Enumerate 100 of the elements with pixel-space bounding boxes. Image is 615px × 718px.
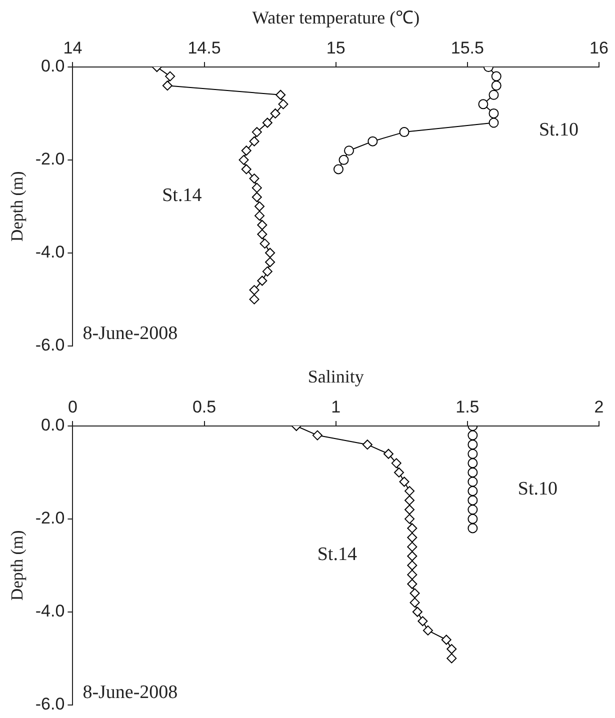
point xyxy=(394,467,404,478)
point xyxy=(407,551,418,562)
point xyxy=(446,653,457,664)
point xyxy=(404,514,415,524)
point xyxy=(249,294,260,304)
point xyxy=(491,80,502,91)
point xyxy=(249,285,260,296)
point xyxy=(257,220,268,230)
x-tick-label: 0 xyxy=(68,397,78,416)
point xyxy=(262,118,272,128)
text: St.10 xyxy=(538,120,579,141)
point xyxy=(468,458,478,468)
x-tick-label: 14.5 xyxy=(188,38,221,58)
point xyxy=(333,164,344,174)
point xyxy=(491,71,502,82)
annotation: 8-June-2008 xyxy=(82,322,178,344)
point xyxy=(418,616,428,626)
text: St.14 xyxy=(162,184,202,206)
point xyxy=(278,99,288,110)
point xyxy=(249,174,260,184)
text: St.10 xyxy=(518,478,558,500)
point xyxy=(468,476,478,487)
x-tick-label: 1 xyxy=(331,397,341,416)
y-axis-title: Depth (m) xyxy=(8,171,27,242)
point xyxy=(468,514,478,524)
point xyxy=(468,523,478,534)
point xyxy=(412,606,422,617)
point xyxy=(312,430,322,440)
point xyxy=(241,164,252,174)
point xyxy=(407,542,418,552)
x-tick-label: 2 xyxy=(594,397,604,416)
point xyxy=(468,486,478,496)
x-tick-label: 15 xyxy=(326,38,346,58)
y-tick-label: -4.0 xyxy=(35,602,65,621)
x-tick-label: 0.5 xyxy=(192,397,216,416)
point xyxy=(399,476,410,487)
point xyxy=(260,238,270,249)
y-tick-label: -6.0 xyxy=(35,694,65,714)
point xyxy=(257,276,268,286)
point xyxy=(404,495,415,506)
point xyxy=(252,127,262,138)
point xyxy=(407,570,418,580)
point xyxy=(362,440,372,450)
point xyxy=(446,644,457,654)
point xyxy=(391,458,402,468)
y-tick-label: -2.0 xyxy=(35,508,65,528)
x-tick-label: 16 xyxy=(590,38,608,58)
x-tick-label: 14 xyxy=(63,38,82,58)
x-axis-title: Salinity xyxy=(308,366,364,387)
annotation: 8-June-2008 xyxy=(82,682,178,703)
point xyxy=(262,266,272,276)
y-axis-title: Depth (m) xyxy=(8,530,27,601)
point xyxy=(488,108,499,118)
point xyxy=(441,634,452,645)
text: St.14 xyxy=(317,544,358,565)
point xyxy=(162,80,172,91)
point xyxy=(252,192,262,202)
point xyxy=(265,257,276,268)
point xyxy=(468,448,478,459)
point xyxy=(254,201,265,212)
point xyxy=(468,430,478,440)
point xyxy=(344,146,354,156)
point xyxy=(488,90,499,100)
y-tick-label: -6.0 xyxy=(35,335,65,354)
point xyxy=(241,146,252,156)
point xyxy=(338,154,349,165)
y-tick-label: -2.0 xyxy=(35,150,65,169)
point xyxy=(404,504,415,515)
point xyxy=(238,154,249,165)
point xyxy=(410,588,420,598)
point xyxy=(478,99,488,110)
y-tick-label: 0.0 xyxy=(41,56,65,76)
point xyxy=(404,486,415,496)
point xyxy=(407,532,418,543)
y-tick-label: -4.0 xyxy=(35,242,65,262)
point xyxy=(368,136,378,146)
point xyxy=(276,90,286,100)
point xyxy=(257,229,268,240)
point xyxy=(165,71,176,82)
point xyxy=(468,440,478,450)
point xyxy=(468,495,478,506)
point xyxy=(410,598,420,608)
point xyxy=(399,127,410,138)
point xyxy=(407,523,418,534)
y-tick-label: 0.0 xyxy=(41,416,65,435)
point xyxy=(270,108,280,118)
point xyxy=(407,560,418,570)
x-tick-label: 15.5 xyxy=(450,38,484,58)
point xyxy=(468,504,478,515)
point xyxy=(265,248,276,258)
point xyxy=(468,467,478,478)
point xyxy=(488,118,499,128)
point xyxy=(249,136,260,146)
point xyxy=(254,210,265,221)
x-tick-label: 1.5 xyxy=(456,397,480,416)
point xyxy=(383,448,394,459)
point xyxy=(252,182,262,193)
point xyxy=(407,578,418,589)
point xyxy=(422,625,433,636)
x-axis-title: Water temperature (℃) xyxy=(252,8,420,28)
